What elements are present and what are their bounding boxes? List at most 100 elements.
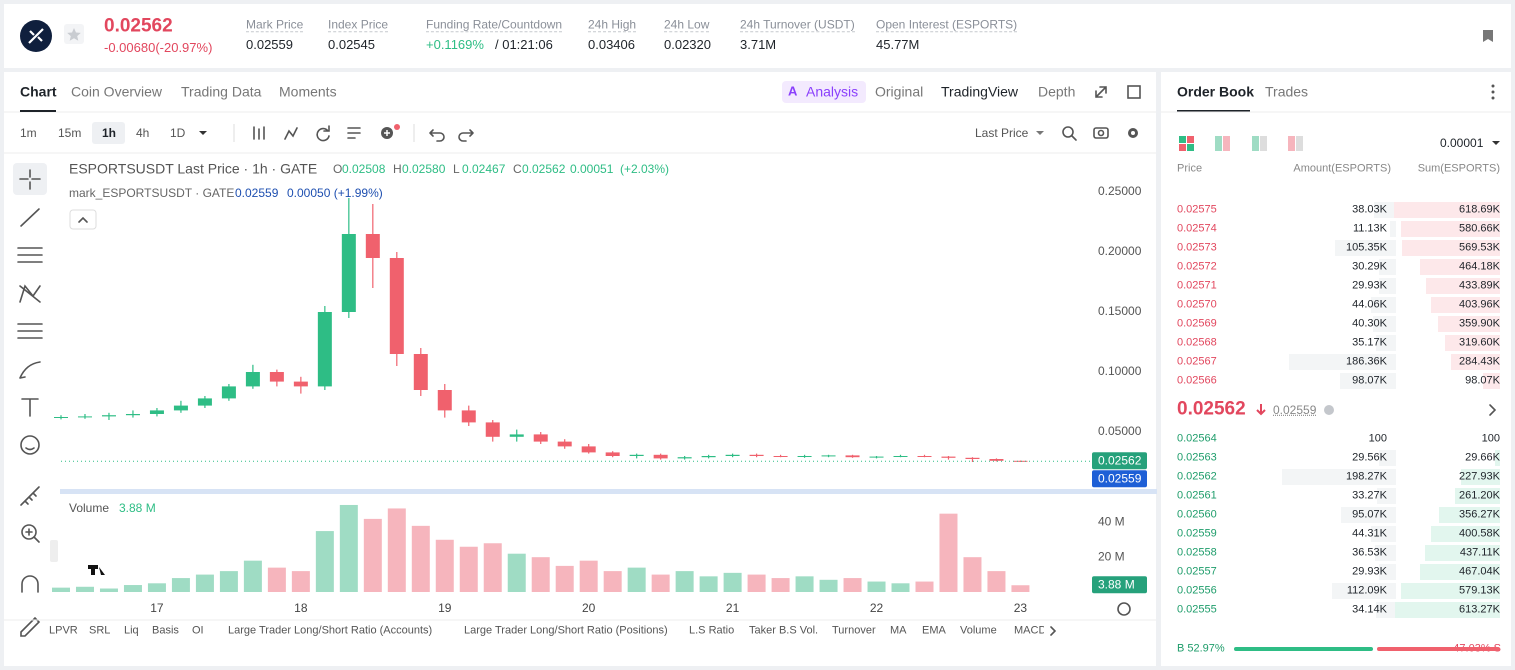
pattern-tool[interactable] bbox=[19, 284, 41, 303]
candle-body bbox=[773, 456, 788, 457]
chart-tab[interactable]: Chart bbox=[20, 83, 57, 100]
analysis-icon: A bbox=[788, 83, 798, 98]
search-icon[interactable] bbox=[1062, 126, 1074, 138]
undo-icon[interactable] bbox=[429, 129, 445, 142]
interval[interactable]: 15m bbox=[58, 125, 82, 140]
indicator-tab[interactable]: Liq bbox=[124, 624, 139, 637]
book-amount: 44.31K bbox=[1352, 527, 1387, 540]
indicator-tab[interactable]: Large Trader Long/Short Ratio (Accounts) bbox=[228, 624, 433, 637]
amount-depth-bar bbox=[1378, 564, 1396, 580]
fib-tool[interactable] bbox=[17, 247, 43, 263]
indicator-tab[interactable]: LPVR bbox=[49, 624, 78, 637]
analysis-pill[interactable] bbox=[782, 81, 866, 103]
dropdown-caret[interactable] bbox=[1036, 131, 1044, 135]
mid-price: 0.02562 bbox=[1177, 398, 1246, 420]
tradingview-logo bbox=[88, 565, 105, 575]
book-mode-both bbox=[1187, 144, 1194, 151]
scroll-right[interactable] bbox=[1050, 626, 1057, 636]
zoom-tool[interactable] bbox=[21, 524, 37, 540]
book-sum: 284.43K bbox=[1459, 355, 1500, 368]
text-tool[interactable] bbox=[21, 398, 39, 417]
brush-tool[interactable] bbox=[19, 361, 41, 379]
chart-tab[interactable]: Coin Overview bbox=[71, 83, 163, 100]
book-amount: 36.53K bbox=[1352, 546, 1387, 559]
book-sum: 580.66K bbox=[1459, 222, 1500, 235]
notes-icon[interactable] bbox=[1483, 30, 1493, 42]
crosshair-tool[interactable] bbox=[19, 169, 41, 190]
indicator-tab[interactable]: OI bbox=[192, 624, 204, 637]
indicator-tab[interactable]: MACD bbox=[1014, 624, 1044, 637]
indicator-tab[interactable]: MA bbox=[890, 624, 907, 637]
candle-body bbox=[725, 454, 740, 456]
amount-depth-bar bbox=[1389, 221, 1396, 237]
interval[interactable]: 1D bbox=[170, 125, 186, 140]
indicator-tab[interactable]: SRL bbox=[89, 624, 111, 637]
expand-icon[interactable] bbox=[1095, 86, 1107, 98]
view-tab[interactable]: TradingView bbox=[941, 83, 1019, 100]
replay-icon[interactable] bbox=[316, 125, 330, 142]
book-mode-both[interactable] bbox=[1179, 136, 1186, 143]
candle-body bbox=[77, 416, 92, 418]
candle-body bbox=[365, 234, 380, 258]
side-handle[interactable] bbox=[50, 540, 58, 562]
indicator-icon[interactable] bbox=[284, 127, 298, 140]
ruler-tool[interactable] bbox=[20, 486, 40, 506]
candle-body bbox=[581, 446, 596, 453]
book-mode-bids[interactable] bbox=[1252, 136, 1259, 151]
precision[interactable]: 0.00001 bbox=[1440, 135, 1484, 150]
camera-icon[interactable] bbox=[1093, 127, 1109, 139]
indicator-tab[interactable]: EMA bbox=[922, 624, 946, 637]
book-price: 0.02574 bbox=[1177, 222, 1217, 235]
book-tab[interactable]: Trades bbox=[1265, 83, 1309, 100]
view-tab[interactable]: Depth bbox=[1038, 83, 1076, 100]
magnet-tool[interactable] bbox=[21, 575, 39, 593]
mark-price-box bbox=[1092, 470, 1147, 488]
candle-body bbox=[533, 434, 548, 442]
dropdown-caret[interactable] bbox=[199, 131, 207, 135]
interval[interactable]: 1m bbox=[20, 125, 37, 140]
book-mode-alt bbox=[1223, 136, 1230, 151]
mark-legend-name: mark_ESPORTSUSDT · GATE bbox=[69, 186, 234, 200]
book-price: 0.02557 bbox=[1177, 565, 1217, 578]
ohlc-label: L bbox=[453, 162, 460, 176]
axis-settings[interactable] bbox=[1117, 602, 1131, 616]
ohlc-value: 0.02508 bbox=[342, 162, 386, 176]
chart-tab[interactable]: Moments bbox=[279, 83, 337, 100]
expand-book[interactable] bbox=[1489, 404, 1497, 416]
view-tab[interactable]: Original bbox=[875, 83, 924, 100]
indicator-tab[interactable]: Large Trader Long/Short Ratio (Positions… bbox=[464, 624, 668, 637]
emoji-tool[interactable] bbox=[20, 435, 40, 455]
projection-tool[interactable] bbox=[17, 323, 43, 339]
book-tab[interactable]: Order Book bbox=[1177, 83, 1255, 100]
indicator-tab[interactable]: Basis bbox=[152, 624, 179, 637]
template-icon[interactable] bbox=[347, 127, 361, 139]
indicator-tab[interactable]: Taker B.S Vol. bbox=[749, 624, 819, 637]
book-price: 0.02563 bbox=[1177, 451, 1217, 464]
info-icon[interactable] bbox=[1324, 405, 1334, 415]
price-type[interactable]: Last Price bbox=[975, 125, 1029, 140]
stat-value: / 01:21:06 bbox=[495, 37, 553, 53]
view-tab[interactable]: Analysis bbox=[806, 83, 859, 100]
chart-tab[interactable]: Trading Data bbox=[181, 83, 262, 100]
window-icon[interactable] bbox=[1127, 85, 1141, 99]
candle-body bbox=[845, 455, 860, 458]
book-mode-asks[interactable] bbox=[1288, 136, 1295, 151]
candle-body bbox=[797, 456, 812, 457]
trend-line-tool[interactable] bbox=[20, 208, 40, 227]
sum-depth-bar bbox=[1394, 602, 1500, 618]
interval[interactable]: 1h bbox=[102, 125, 117, 140]
indicator-tab[interactable]: L.S Ratio bbox=[689, 624, 735, 637]
candle-type-icon[interactable] bbox=[253, 126, 265, 140]
candle-body bbox=[149, 410, 164, 414]
book-amount: 105.35K bbox=[1346, 241, 1387, 254]
indicator-tab[interactable]: Turnover bbox=[832, 624, 876, 637]
interval[interactable]: 4h bbox=[136, 125, 150, 140]
indicator-tab[interactable]: Volume bbox=[960, 624, 997, 637]
volume-bar bbox=[795, 576, 814, 592]
dropdown-caret[interactable] bbox=[1492, 141, 1500, 145]
legend-collapse[interactable] bbox=[69, 209, 97, 230]
book-amount: 29.93K bbox=[1352, 279, 1387, 292]
book-mode-alt[interactable] bbox=[1215, 136, 1222, 151]
redo-icon[interactable] bbox=[458, 129, 474, 142]
